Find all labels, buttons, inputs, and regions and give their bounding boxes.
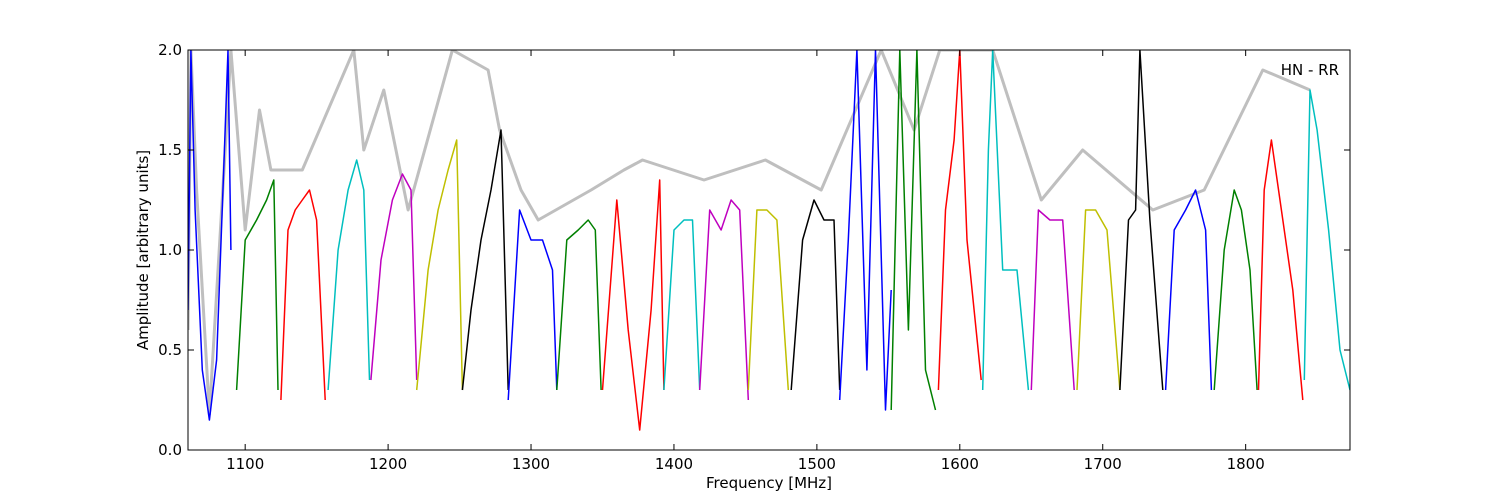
- band-series-line-24: [1257, 139, 1304, 401]
- x-tick-label: 1800: [1227, 455, 1265, 473]
- x-tick-label: 1300: [512, 455, 550, 473]
- band-series-line-12: [698, 199, 750, 401]
- band-series-group: [188, 50, 1350, 431]
- band-series-line-19: [1030, 209, 1075, 391]
- y-tick-label: 2.0: [158, 41, 182, 59]
- band-series-line-13: [747, 209, 790, 391]
- band-series-line-10: [601, 179, 665, 431]
- band-series-line-1: [188, 50, 232, 421]
- x-tick-label: 1400: [655, 455, 693, 473]
- band-series-line-5: [370, 173, 418, 381]
- band-series-line-9: [556, 219, 602, 391]
- y-axis-ticks: 0.0 0.5 1.0 1.5 2.0: [158, 41, 1350, 459]
- y-tick-label: 1.0: [158, 241, 182, 259]
- x-axis-label: Frequency [MHz]: [706, 474, 832, 492]
- band-series-line-25: [1303, 89, 1350, 391]
- band-series-line-15: [838, 50, 892, 411]
- band-series-line-6: [415, 139, 464, 391]
- band-series-line-4: [327, 159, 371, 391]
- background-series-line: [188, 50, 1311, 416]
- annotation-label: HN - RR: [1281, 61, 1339, 79]
- x-tick-label: 1600: [941, 455, 979, 473]
- band-series-line-20: [1076, 209, 1121, 391]
- band-series-line-17: [937, 50, 982, 391]
- band-series-line-7: [461, 129, 509, 391]
- x-tick-label: 1700: [1084, 455, 1122, 473]
- band-series-line-16: [890, 50, 937, 411]
- band-series-line-23: [1213, 189, 1258, 391]
- y-tick-label: 1.5: [158, 141, 182, 159]
- band-series-line-2: [235, 179, 279, 391]
- x-tick-label: 1100: [226, 455, 264, 473]
- x-tick-label: 1200: [369, 455, 407, 473]
- band-series-line-18: [981, 50, 1030, 391]
- band-series-line-3: [280, 189, 326, 401]
- band-series-line-14: [790, 199, 841, 391]
- y-tick-label: 0.5: [158, 341, 182, 359]
- y-tick-label: 0.0: [158, 441, 182, 459]
- band-series-line-22: [1164, 189, 1213, 391]
- band-series-line-11: [663, 219, 701, 391]
- x-axis-ticks: 1100 1200 1300 1400 1500 1600 1700 1800: [226, 50, 1265, 473]
- background-series: [188, 50, 1311, 416]
- x-tick-label: 1500: [798, 455, 836, 473]
- y-axis-label: Amplitude [arbitrary units]: [134, 150, 152, 350]
- band-series-line-8: [507, 209, 558, 401]
- band-series-line-21: [1119, 50, 1164, 391]
